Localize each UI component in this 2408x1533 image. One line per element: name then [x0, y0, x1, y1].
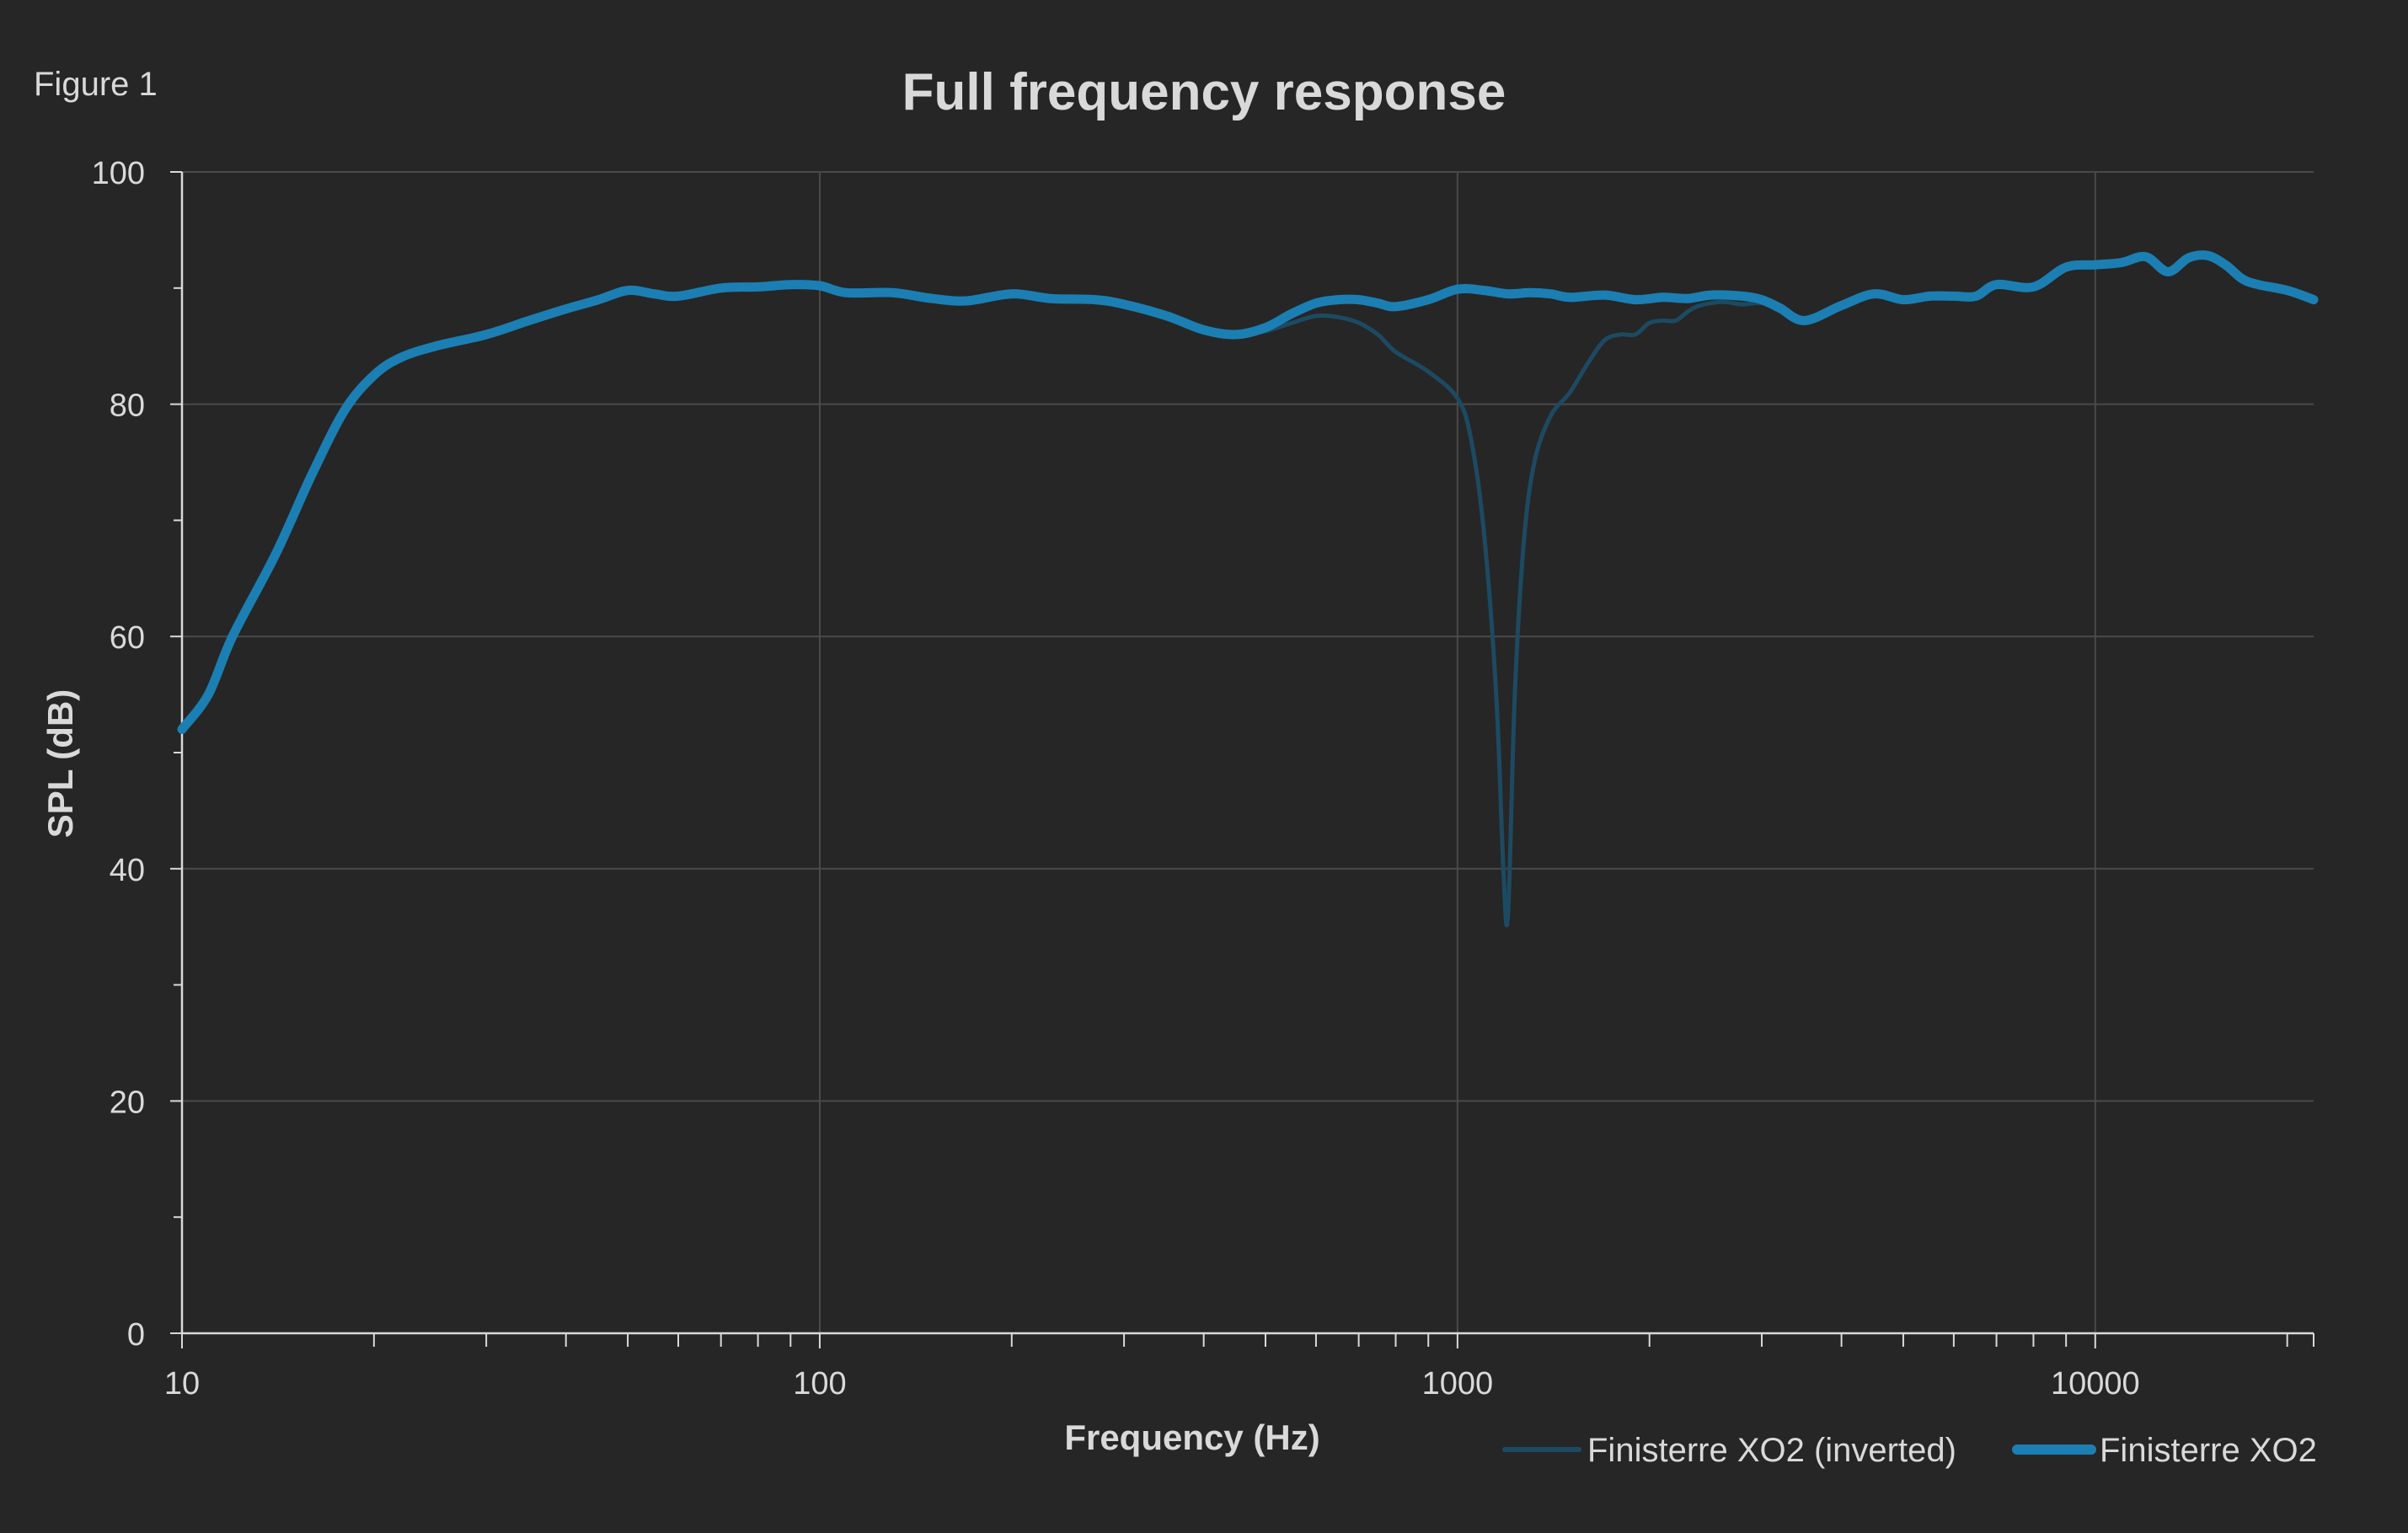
x-tick-label: 10 — [164, 1366, 200, 1402]
x-axis-label: Frequency (Hz) — [1064, 1418, 1319, 1457]
axes — [170, 171, 2314, 1348]
y-tick-label: 100 — [92, 156, 145, 191]
legend-main-label: Finisterre XO2 — [2100, 1432, 2317, 1469]
chart-title: Full frequency response — [902, 63, 1506, 121]
tick-labels: 0 20 40 60 80 100 10 100 1000 10000 — [92, 156, 2140, 1402]
x-tick-label: 1000 — [1422, 1366, 1494, 1402]
y-tick-label: 80 — [110, 389, 145, 424]
y-axis-label: SPL (dB) — [40, 689, 80, 839]
legend-inverted-label: Finisterre XO2 (inverted) — [1587, 1432, 1956, 1469]
series-finisterre-xo2-line — [177, 250, 2319, 734]
data-series — [177, 250, 2319, 928]
y-tick-label: 40 — [110, 853, 145, 888]
x-tick-label: 100 — [793, 1366, 846, 1402]
legend: Finisterre XO2 (inverted) Finisterre XO2 — [1502, 1432, 2317, 1469]
axis-labels: Frequency (Hz) SPL (dB) — [40, 689, 1320, 1457]
grid-lines — [182, 171, 2314, 1333]
series-finisterre-xo2-inverted-line — [179, 253, 2316, 928]
figure-label: Figure 1 — [34, 66, 158, 103]
y-tick-label: 20 — [110, 1085, 145, 1120]
x-tick-label: 10000 — [2051, 1366, 2140, 1402]
y-tick-label: 0 — [127, 1317, 145, 1353]
y-tick-label: 60 — [110, 620, 145, 656]
